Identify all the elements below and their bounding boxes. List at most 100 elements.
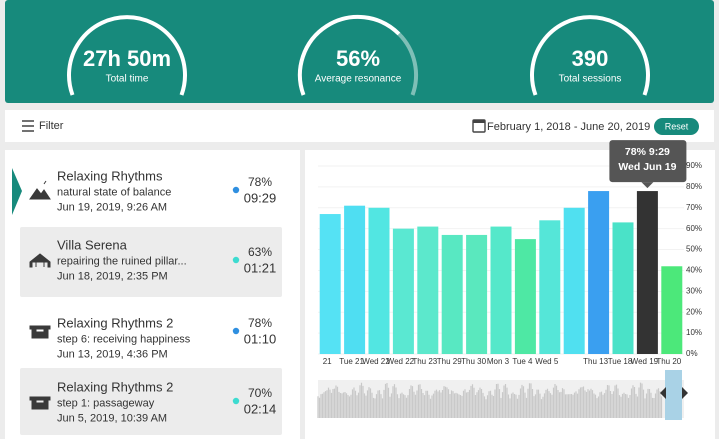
gauge-value: 390 xyxy=(572,46,609,71)
x-tick-label: Tue 4 xyxy=(512,357,533,366)
session-title: Relaxing Rhythms xyxy=(57,168,163,183)
session-icon xyxy=(29,253,51,268)
chart: 0%10%20%30%40%50%60%70%80%90%21 Tue 21Wed… xyxy=(317,140,702,420)
tooltip-line: 78% 9:29 xyxy=(625,146,670,158)
y-tick-label: 30% xyxy=(686,286,702,295)
bar[interactable] xyxy=(563,207,585,354)
stats-banner xyxy=(5,0,714,103)
y-tick-label: 70% xyxy=(686,203,702,212)
gauge-arc xyxy=(67,15,187,96)
session-duration: 09:29 xyxy=(244,190,277,205)
session-duration: 01:10 xyxy=(244,331,277,346)
bar[interactable] xyxy=(368,207,390,354)
tooltip-box xyxy=(609,140,687,183)
x-tick-label: Wed 22 xyxy=(362,357,390,366)
session-subtitle: step 1: passageway xyxy=(57,397,155,409)
y-tick-label: 20% xyxy=(686,307,702,316)
selected-arrow xyxy=(12,168,22,215)
bar[interactable] xyxy=(490,226,512,354)
x-tick-label: Thu 29 xyxy=(437,357,462,366)
resonance-dot xyxy=(232,186,240,194)
session-duration: 01:21 xyxy=(244,260,277,275)
gauge-value: 56% xyxy=(336,46,380,71)
bar[interactable] xyxy=(636,191,658,354)
session-item[interactable]: Villa Serena repairing the ruined pillar.… xyxy=(20,227,282,297)
session-title: Villa Serena xyxy=(57,237,128,252)
bar[interactable] xyxy=(319,214,341,354)
overview-window[interactable] xyxy=(665,370,682,420)
x-tick-label: 21 xyxy=(323,357,332,366)
bar[interactable] xyxy=(466,234,488,354)
x-tick-label: Mon 3 xyxy=(487,357,510,366)
bar[interactable] xyxy=(344,205,366,354)
session-duration: 02:14 xyxy=(244,401,277,416)
x-tick-label: Wed 22 xyxy=(387,357,415,366)
session-item[interactable]: Relaxing Rhythms natural state of balance… xyxy=(12,168,276,215)
y-tick-label: 10% xyxy=(686,328,702,337)
bar[interactable] xyxy=(417,226,439,354)
session-resonance: 78% xyxy=(248,175,272,189)
y-tick-label: 0% xyxy=(686,349,698,358)
session-icon xyxy=(29,396,51,410)
x-tick-label: Tue 18 xyxy=(608,357,633,366)
session-resonance: 78% xyxy=(248,316,272,330)
resonance-dot xyxy=(232,397,240,405)
session-subtitle: step 6: receiving happiness xyxy=(57,333,191,345)
y-tick-label: 50% xyxy=(686,245,702,254)
x-tick-label: Thu 20 xyxy=(656,357,681,366)
session-item[interactable]: Relaxing Rhythms 2 step 6: receiving happ… xyxy=(29,315,277,360)
bar[interactable] xyxy=(539,220,561,354)
gauge-label: Average resonance xyxy=(315,74,402,85)
y-tick-label: 40% xyxy=(686,266,702,275)
session-subtitle: natural state of balance xyxy=(57,186,171,198)
gauge-arc xyxy=(297,14,401,96)
bar[interactable] xyxy=(392,228,414,354)
x-tick-label: Thu 23 xyxy=(412,357,437,366)
toolbar xyxy=(5,110,714,142)
tooltip-pointer xyxy=(641,182,654,189)
x-tick-label: Tue 21 xyxy=(339,357,364,366)
x-tick-label: Wed 19 xyxy=(631,357,659,366)
session-background xyxy=(20,368,282,435)
session-date: Jun 18, 2019, 2:35 PM xyxy=(57,270,168,282)
bar[interactable] xyxy=(514,239,536,354)
bar[interactable] xyxy=(612,222,634,354)
y-tick-label: 60% xyxy=(686,224,702,233)
session-subtitle: repairing the ruined pillar... xyxy=(57,255,187,267)
resonance-dot xyxy=(232,256,240,264)
gauge-label: Total time xyxy=(106,74,149,85)
session-date: Jun 13, 2019, 4:36 PM xyxy=(57,348,168,360)
gauge-arc-rest xyxy=(397,32,418,96)
session-resonance: 63% xyxy=(248,245,272,259)
overview-handle-right[interactable] xyxy=(682,387,688,399)
session-icon xyxy=(29,325,51,339)
overview-strip xyxy=(317,370,688,420)
overview-noise xyxy=(317,382,663,418)
filter-label: Filter xyxy=(39,120,64,132)
sessions: Relaxing Rhythms natural state of balance… xyxy=(12,168,282,435)
reset-button[interactable] xyxy=(654,118,699,135)
overview-handle-left[interactable] xyxy=(660,387,666,399)
session-title: Relaxing Rhythms 2 xyxy=(57,315,173,330)
session-item[interactable]: Relaxing Rhythms 2 step 1: passageway Jun … xyxy=(20,368,282,435)
tooltip: 78% 9:29 Wed Jun 19 xyxy=(609,140,687,189)
session-title: Relaxing Rhythms 2 xyxy=(57,379,173,394)
bar[interactable] xyxy=(441,234,463,354)
session-date: Jun 5, 2019, 10:39 AM xyxy=(57,412,167,424)
filter-button[interactable]: Filter xyxy=(22,120,64,132)
menu-icon xyxy=(22,120,34,132)
y-tick-label: 90% xyxy=(686,161,702,170)
date-range[interactable]: February 1, 2018 - June 20, 2019 xyxy=(487,121,650,133)
bar[interactable] xyxy=(588,191,610,354)
reset-label: Reset xyxy=(665,121,689,131)
gauge-label: Total sessions xyxy=(559,74,622,85)
session-date: Jun 19, 2019, 9:26 AM xyxy=(57,201,167,213)
x-tick-label: Thu 30 xyxy=(461,357,486,366)
tooltip-line: Wed Jun 19 xyxy=(618,161,676,173)
bar[interactable] xyxy=(661,266,683,354)
y-tick-label: 80% xyxy=(686,182,702,191)
session-icon xyxy=(29,180,51,200)
resonance-dot xyxy=(232,327,240,335)
